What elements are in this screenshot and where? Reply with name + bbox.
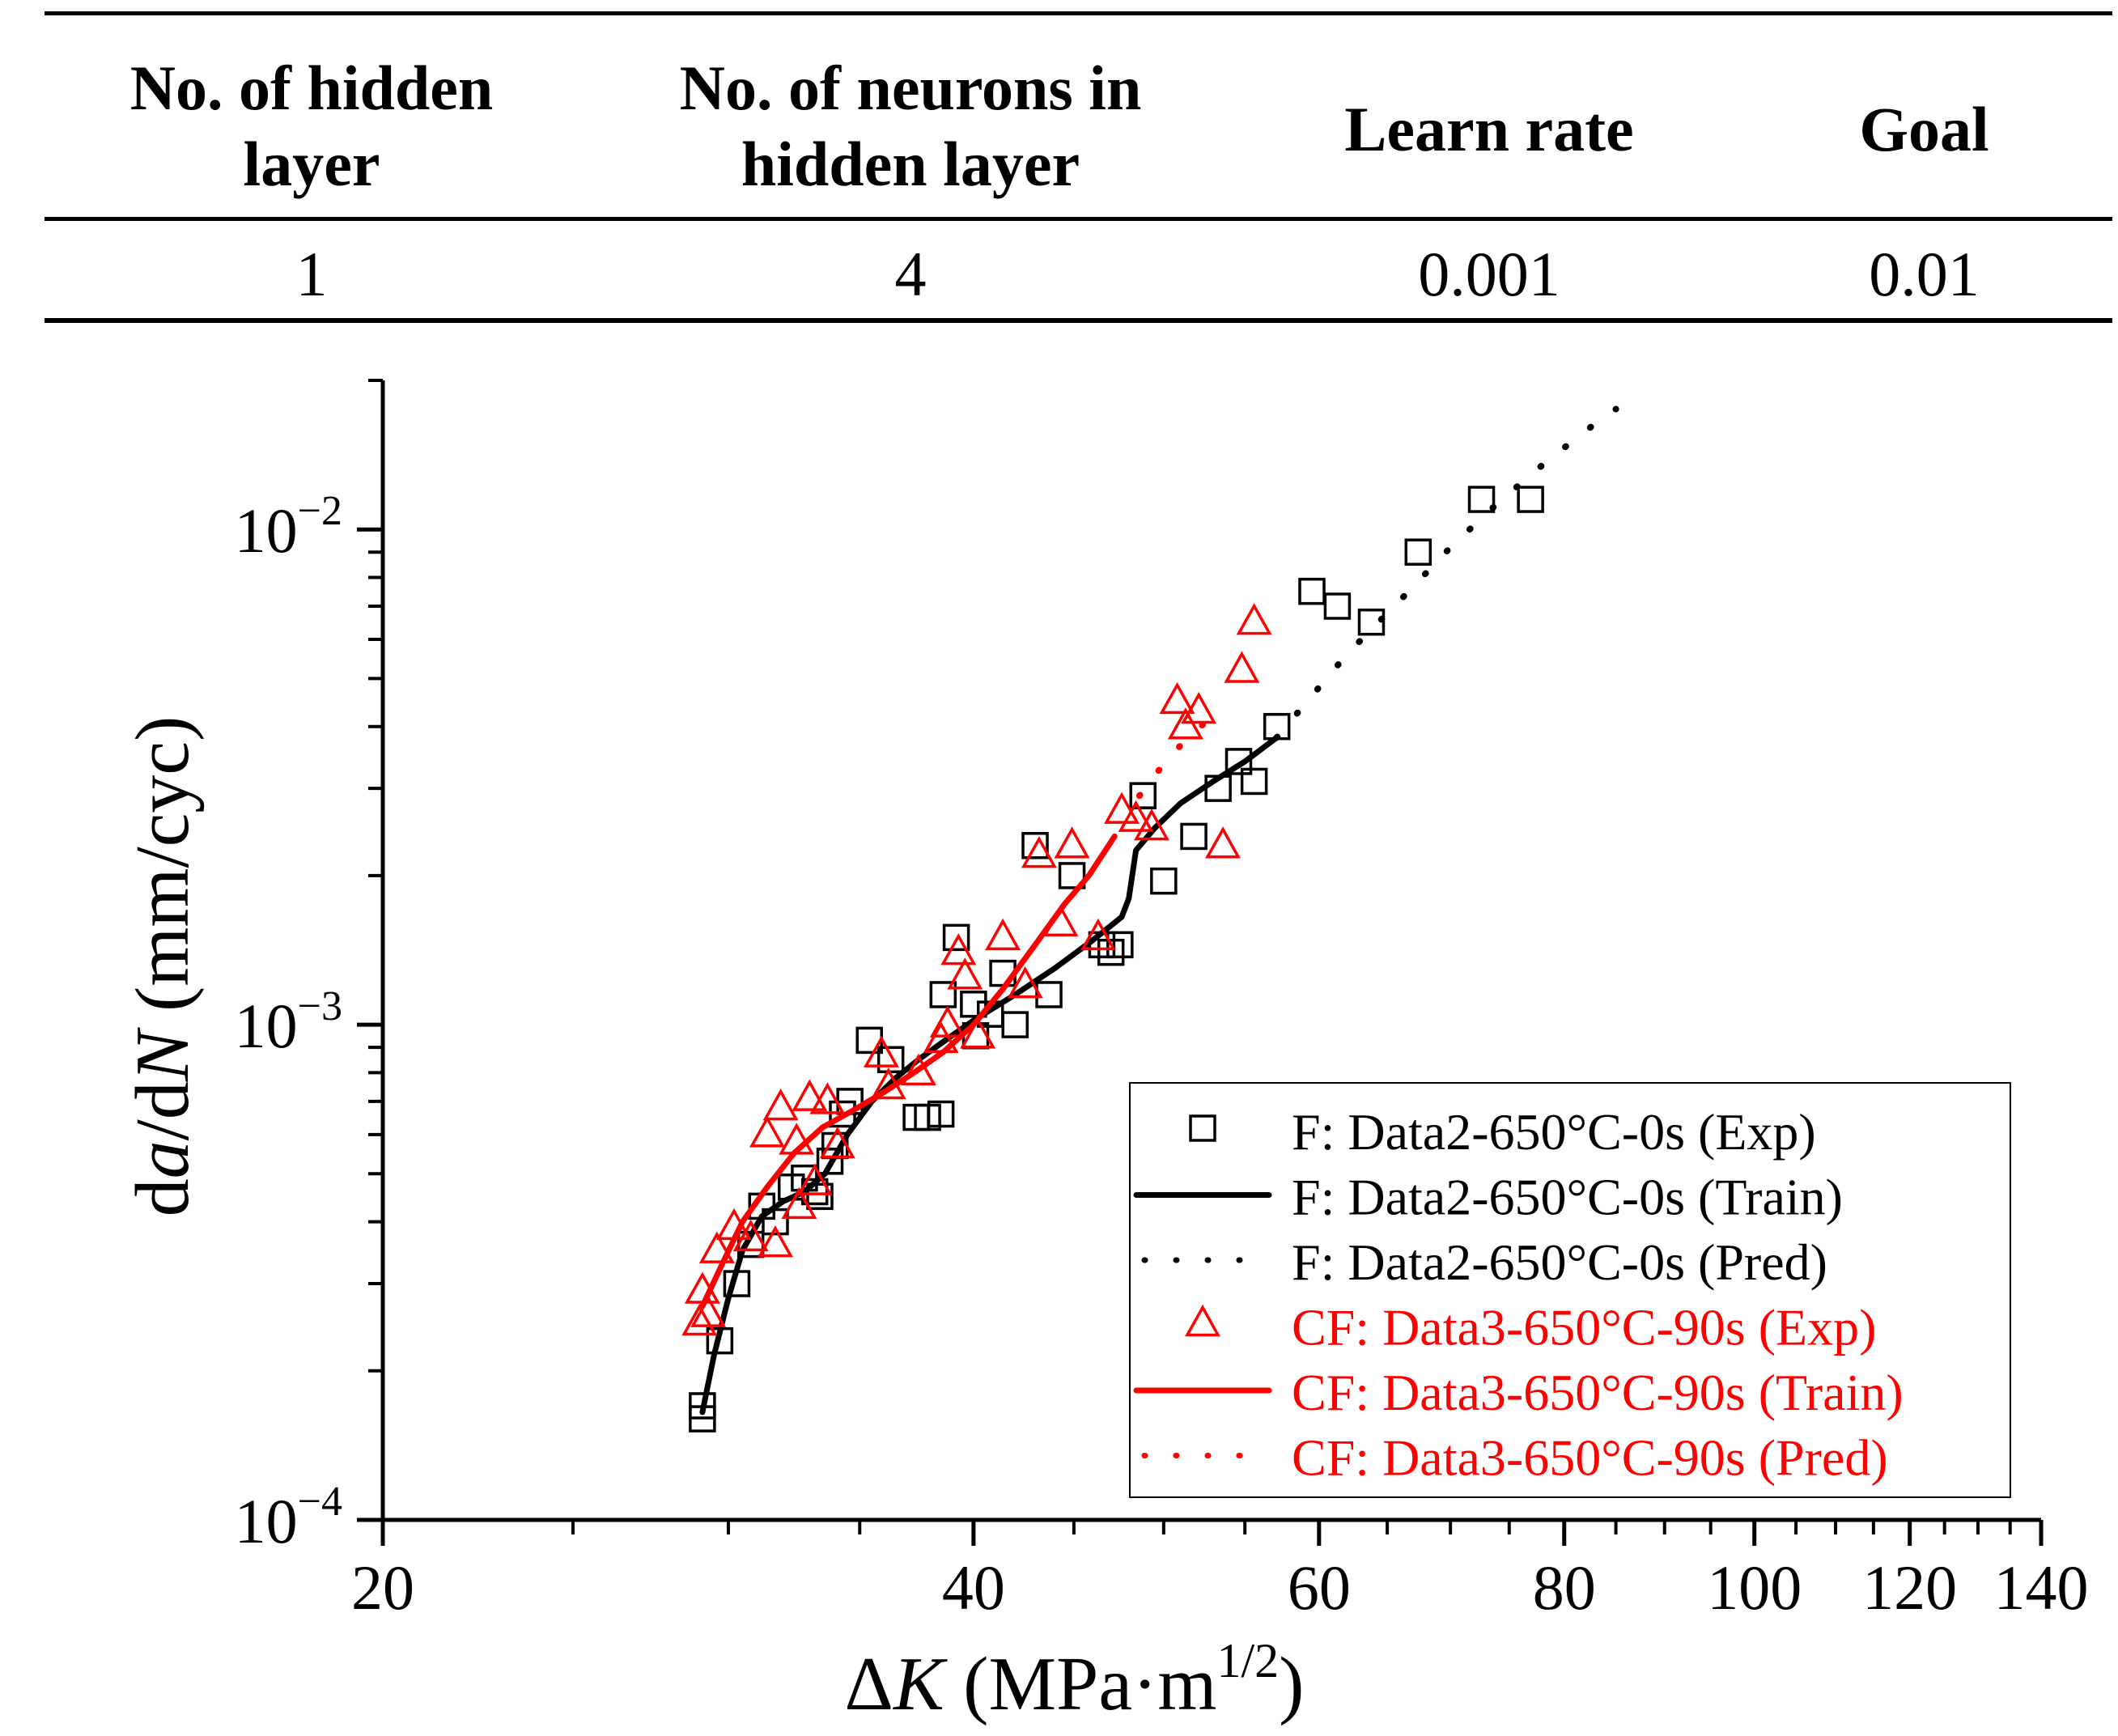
series-pred-line bbox=[1273, 405, 1619, 741]
chart-marks bbox=[681, 405, 1619, 1433]
data-point-square bbox=[1150, 867, 1178, 895]
data-point-square bbox=[1467, 486, 1496, 513]
y-tick-label: 10−3 bbox=[235, 983, 342, 1061]
data-point-triangle bbox=[819, 1126, 855, 1159]
chart-axes: 20 40 60 80 100 120 140 10−4 10−3 10−2 ΔK (MPa·m1/… bbox=[121, 379, 2089, 1726]
table-header-hidden-layers: No. of hidden layer bbox=[129, 53, 494, 199]
data-point-triangle bbox=[947, 957, 983, 990]
x-tick-label: 120 bbox=[1862, 1552, 1957, 1623]
data-point-triangle bbox=[1118, 800, 1154, 832]
data-point-square bbox=[1097, 938, 1125, 966]
legend-label: CF: Data3-650°C-90s (Exp) bbox=[1292, 1299, 1876, 1356]
data-point-triangle bbox=[796, 1163, 833, 1195]
data-point-triangle bbox=[1181, 691, 1217, 724]
data-point-triangle bbox=[681, 1303, 718, 1336]
data-point-square bbox=[689, 1392, 716, 1420]
data-point-triangle bbox=[1236, 603, 1272, 635]
y-tick-label: 10−2 bbox=[235, 488, 342, 566]
data-point-triangle bbox=[1134, 809, 1169, 841]
table-header-neurons: No. of neurons in hidden layer bbox=[679, 53, 1142, 199]
data-point-square bbox=[806, 1182, 834, 1211]
data-point-square bbox=[1021, 832, 1049, 860]
table-cell-neurons: 4 bbox=[894, 239, 927, 309]
data-point-triangle bbox=[1007, 966, 1043, 999]
data-point-triangle bbox=[762, 1089, 799, 1121]
data-point-triangle bbox=[929, 1005, 966, 1038]
legend-box bbox=[1129, 1082, 2011, 1498]
data-point-triangle bbox=[960, 1017, 996, 1049]
data-point-square bbox=[942, 923, 970, 952]
data-point-square bbox=[1058, 862, 1086, 889]
series-2 bbox=[1273, 405, 1619, 741]
table-cell-hidden-layers: 1 bbox=[295, 239, 328, 309]
data-point-triangle bbox=[732, 1219, 769, 1252]
x-tick-label: 40 bbox=[942, 1552, 1005, 1623]
table-header-learn-rate: Learn rate bbox=[1344, 94, 1634, 164]
legend-label: F: Data2-650°C-0s (Pred) bbox=[1292, 1233, 1827, 1291]
data-point-square bbox=[929, 981, 957, 1008]
data-point-square bbox=[816, 1148, 844, 1175]
data-point-square bbox=[1129, 782, 1157, 809]
data-point-square bbox=[1517, 486, 1544, 513]
table-bottom-rule bbox=[45, 318, 2112, 323]
data-point-square bbox=[1404, 538, 1433, 566]
data-point-square bbox=[1001, 1011, 1029, 1038]
legend-marker-triangle bbox=[1185, 1304, 1220, 1337]
data-point-triangle bbox=[1080, 918, 1116, 951]
data-point-triangle bbox=[749, 1115, 785, 1148]
data-point-square bbox=[927, 1100, 955, 1128]
data-point-triangle bbox=[1159, 681, 1195, 715]
data-point-triangle bbox=[1224, 651, 1260, 683]
data-point-triangle bbox=[809, 1082, 846, 1114]
legend-marker-square bbox=[1189, 1114, 1216, 1142]
data-point-triangle bbox=[1054, 826, 1090, 859]
data-point-square bbox=[1357, 608, 1386, 636]
data-point-triangle bbox=[1167, 707, 1203, 740]
legend-label: F: Data2-650°C-0s (Train) bbox=[1292, 1169, 1843, 1226]
x-tick-label: 80 bbox=[1533, 1552, 1596, 1623]
y-tick-label: 10−4 bbox=[235, 1479, 342, 1556]
series-4 bbox=[699, 833, 1118, 1309]
y-axis-label: da/dN (mm/cyc) bbox=[121, 716, 205, 1217]
table-header-goal: Goal bbox=[1859, 94, 1989, 164]
data-point-triangle bbox=[900, 1053, 936, 1086]
data-point-square bbox=[1225, 748, 1253, 775]
data-point-square bbox=[960, 991, 987, 1018]
data-point-triangle bbox=[864, 1035, 899, 1067]
data-point-square bbox=[1180, 822, 1208, 851]
data-point-triangle bbox=[1104, 792, 1140, 824]
legend-label: CF: Data3-650°C-90s (Pred) bbox=[1292, 1429, 1888, 1487]
data-point-triangle bbox=[781, 1186, 817, 1220]
table-header-rule bbox=[45, 217, 2112, 221]
x-tick-label: 60 bbox=[1288, 1552, 1351, 1623]
table-cell-learn-rate: 0.001 bbox=[1418, 239, 1560, 309]
x-tick-label: 140 bbox=[1994, 1552, 2089, 1623]
data-point-triangle bbox=[690, 1295, 727, 1327]
table-cell-goal: 0.01 bbox=[1869, 239, 1980, 309]
legend-label: F: Data2-650°C-0s (Exp) bbox=[1292, 1103, 1816, 1161]
chart-legend: F: Data2-650°C-0s (Exp) F: Data2-650°C-0s… bbox=[1129, 1082, 2011, 1498]
data-point-square bbox=[1298, 577, 1326, 605]
data-point-square bbox=[1035, 981, 1063, 1008]
data-point-triangle bbox=[1205, 826, 1242, 859]
data-point-triangle bbox=[1021, 835, 1057, 868]
data-point-triangle bbox=[985, 918, 1021, 951]
data-point-triangle bbox=[792, 1079, 828, 1111]
x-tick-label: 100 bbox=[1707, 1552, 1802, 1623]
series-train-line bbox=[699, 833, 1118, 1309]
data-point-triangle bbox=[758, 1225, 793, 1258]
data-point-square bbox=[1323, 592, 1352, 620]
table-top-rule bbox=[45, 11, 2112, 15]
series-1 bbox=[699, 734, 1280, 1416]
series-train-line bbox=[699, 734, 1280, 1416]
legend-label: CF: Data3-650°C-90s (Train) bbox=[1292, 1364, 1904, 1421]
data-point-square bbox=[1240, 767, 1268, 796]
x-tick-label: 20 bbox=[351, 1552, 414, 1623]
data-point-triangle bbox=[940, 933, 977, 966]
data-point-square bbox=[1106, 931, 1134, 959]
data-point-triangle bbox=[698, 1231, 735, 1263]
x-axis-label: ΔK (MPa·m1/2) bbox=[845, 1634, 1305, 1726]
